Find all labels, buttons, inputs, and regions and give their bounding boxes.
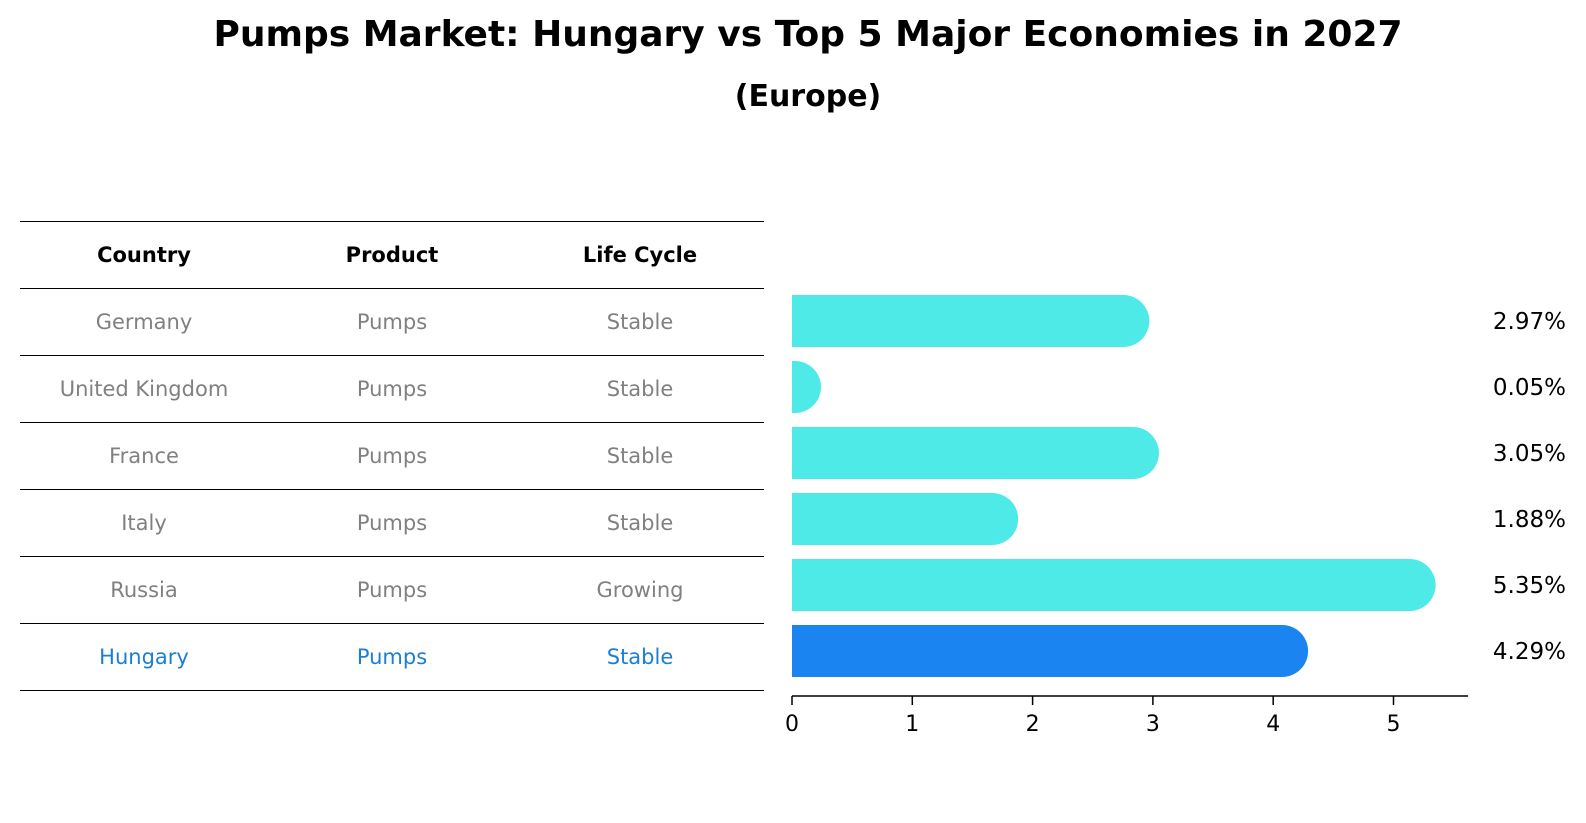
x-tick-label: 3 (1146, 712, 1160, 737)
bar (792, 427, 1159, 479)
table-row: France Pumps Stable (20, 423, 764, 490)
bar-value-label: 3.05% (1493, 441, 1566, 467)
table-row: United Kingdom Pumps Stable (20, 356, 764, 423)
bar (792, 361, 821, 413)
header-product: Product (345, 243, 439, 267)
chart-subtitle: (Europe) (734, 79, 882, 114)
x-tick-label: 5 (1387, 712, 1401, 737)
bar-value-label: 4.29% (1493, 639, 1566, 665)
cell-product: Pumps (356, 310, 428, 334)
table-row-highlighted: Hungary Pumps Stable (20, 624, 764, 691)
cell-country: Italy (121, 511, 167, 535)
bar (792, 295, 1150, 347)
cell-product: Pumps (356, 578, 428, 602)
bar-value-label: 0.05% (1493, 375, 1566, 401)
table-row: Italy Pumps Stable (20, 490, 764, 557)
cell-country: Germany (95, 310, 193, 334)
table-header-row: Country Product Life Cycle (20, 221, 764, 289)
table-row: Germany Pumps Stable (20, 289, 764, 356)
bar (792, 625, 1309, 677)
country-table: Country Product Life Cycle Germany Pumps… (20, 221, 764, 691)
chart-title: Pumps Market: Hungary vs Top 5 Major Eco… (213, 14, 1403, 55)
header-life-cycle: Life Cycle (582, 243, 698, 267)
bar (792, 493, 1019, 545)
bar-value-label: 5.35% (1493, 573, 1566, 599)
bar (792, 559, 1436, 611)
bar-value-label: 1.88% (1493, 507, 1566, 533)
cell-country: United Kingdom (59, 377, 229, 401)
cell-life-cycle: Growing (596, 578, 684, 602)
cell-life-cycle: Stable (606, 511, 674, 535)
cell-product: Pumps (356, 377, 428, 401)
cell-country: France (109, 444, 179, 468)
cell-country: Russia (110, 578, 178, 602)
x-tick-label: 4 (1266, 712, 1280, 737)
cell-product: Pumps (356, 511, 428, 535)
bar-value-label: 2.97% (1493, 309, 1566, 335)
cell-life-cycle: Stable (606, 444, 674, 468)
cell-country: Hungary (99, 645, 189, 669)
x-tick-label: 2 (1026, 712, 1040, 737)
x-tick-label: 1 (905, 712, 919, 737)
cell-product: Pumps (356, 444, 428, 468)
cell-life-cycle: Stable (606, 310, 674, 334)
x-tick-label: 0 (785, 712, 799, 737)
cell-life-cycle: Stable (606, 377, 674, 401)
cell-product: Pumps (356, 645, 428, 669)
cell-life-cycle: Stable (606, 645, 674, 669)
table-row: Russia Pumps Growing (20, 557, 764, 624)
header-country: Country (97, 243, 191, 267)
